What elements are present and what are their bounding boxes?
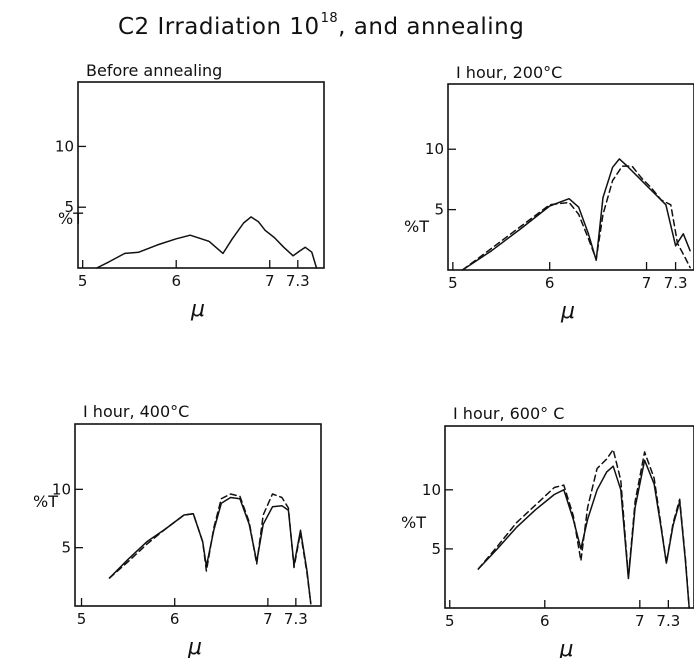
chart-panel-2: I hour, 200°C %T μ 5 10 5 6 7 7.3 <box>404 63 694 324</box>
y-tick-label: 10 <box>425 140 444 158</box>
series-line-dashed <box>477 448 690 609</box>
series-line-dashed <box>108 493 312 605</box>
plot-frame <box>447 83 694 271</box>
x-tick-label: 7.3 <box>656 612 680 630</box>
x-tick-label: 7.3 <box>286 272 310 290</box>
y-axis-label: %T <box>404 217 429 236</box>
x-tick-label: 7.3 <box>664 274 688 292</box>
panel-title: Before annealing <box>86 61 222 80</box>
x-tick-label: 5 <box>445 612 455 630</box>
figure-title: C2 Irradiation 1018, and annealing <box>118 11 525 40</box>
x-axis-label: μ <box>190 297 205 322</box>
x-tick-label: 5 <box>78 272 88 290</box>
plot-frame <box>77 81 325 269</box>
plot-frame <box>444 425 694 609</box>
x-tick-label: 6 <box>545 274 555 292</box>
y-tick-label: 10 <box>52 480 71 498</box>
panel-title: I hour, 600° C <box>453 404 564 423</box>
x-tick-label: 6 <box>170 610 180 628</box>
y-tick-label: 5 <box>61 539 71 557</box>
x-tick-label: 7 <box>642 274 652 292</box>
x-tick-label: 6 <box>171 272 181 290</box>
figure-title-main: C2 Irradiation 10 <box>118 14 320 40</box>
chart-panel-3: I hour, 400°C %T μ 5 10 5 6 7 7.3 <box>33 402 322 658</box>
series-line-dashed <box>461 165 691 271</box>
plot-frame <box>74 423 322 607</box>
y-tick-label: 5 <box>64 198 74 216</box>
y-axis-label: %T <box>33 492 58 511</box>
x-tick-label: 6 <box>540 612 550 630</box>
x-axis-label: μ <box>187 635 202 658</box>
x-axis-label: μ <box>559 637 574 658</box>
chart-panel-1: Before annealing %T μ 5 10 5 6 7 7.3 <box>55 61 325 322</box>
x-tick-label: 5 <box>448 274 458 292</box>
y-tick-label: 5 <box>434 201 444 219</box>
y-tick-label: 10 <box>55 137 74 155</box>
x-tick-label: 7.3 <box>284 610 308 628</box>
x-tick-label: 7 <box>265 272 275 290</box>
panel-title: I hour, 400°C <box>83 402 189 421</box>
x-tick-label: 7 <box>263 610 273 628</box>
y-tick-label: 5 <box>431 540 441 558</box>
figure-title-tail: , and annealing <box>338 14 525 40</box>
y-tick-label: 10 <box>422 481 441 499</box>
panel-title: I hour, 200°C <box>456 63 562 82</box>
x-tick-label: 7 <box>635 612 645 630</box>
series-line-solid <box>95 216 318 269</box>
chart-panel-4: I hour, 600° C %T μ 5 10 5 6 7 7.3 <box>401 404 694 658</box>
figure-title-exponent: 18 <box>320 11 339 26</box>
series-line-solid <box>461 158 691 271</box>
x-axis-label: μ <box>560 299 575 324</box>
x-tick-label: 5 <box>77 610 87 628</box>
y-axis-label: %T <box>401 513 426 532</box>
y-axis-label: %T <box>58 209 83 228</box>
